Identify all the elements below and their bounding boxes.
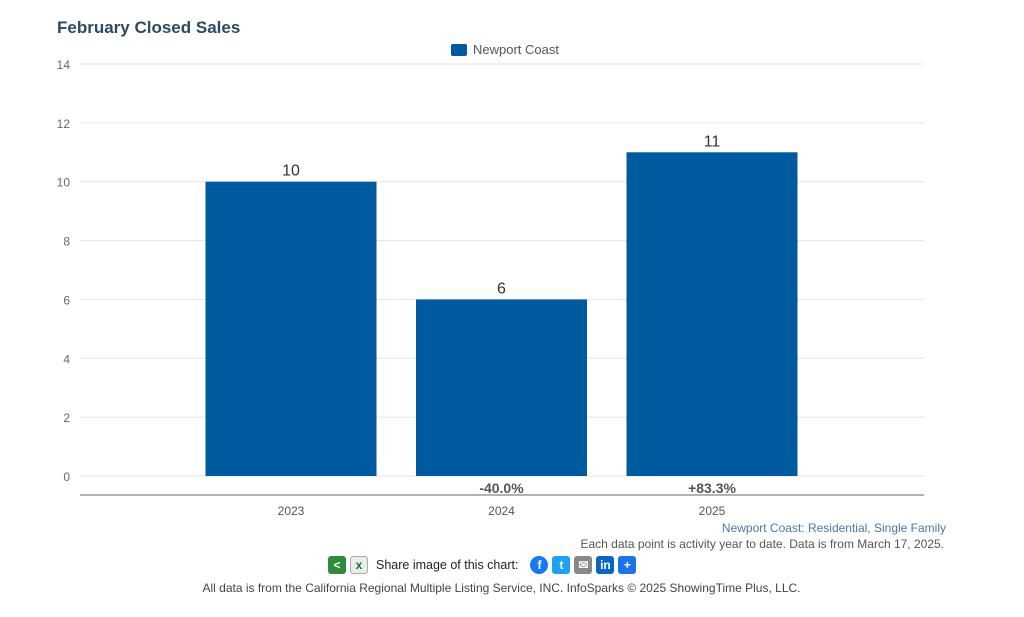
share-label: Share image of this chart:: [376, 558, 519, 572]
y-tick-label: 12: [57, 117, 71, 131]
change-label: -40.0%: [479, 480, 524, 496]
email-icon[interactable]: ✉: [574, 556, 593, 574]
chart-subtitle[interactable]: Newport Coast: Residential, Single Famil…: [721, 521, 946, 535]
twitter-icon[interactable]: t: [552, 556, 571, 574]
data-note: Each data point is activity year to date…: [580, 537, 944, 551]
data-label: 6: [497, 280, 506, 297]
excel-icon[interactable]: x: [350, 556, 368, 574]
y-tick-label: 0: [63, 470, 70, 484]
data-label: 10: [282, 163, 300, 180]
x-tick-label: 2023: [278, 504, 305, 518]
data-label: 11: [704, 133, 721, 150]
chart-title: February Closed Sales: [57, 18, 241, 37]
y-tick-label: 4: [63, 352, 70, 366]
legend-label: Newport Coast: [473, 42, 559, 57]
change-label: +83.3%: [688, 480, 736, 496]
y-tick-label: 6: [63, 293, 70, 307]
y-tick-label: 10: [57, 176, 71, 190]
bar-2025: [626, 152, 798, 477]
y-tick-label: 8: [63, 235, 70, 249]
x-tick-label: 2024: [488, 504, 515, 518]
share-bar: < x Share image of this chart: f t ✉ in …: [328, 556, 637, 574]
bar-2024: [416, 299, 587, 476]
bar-2023: [205, 181, 377, 476]
linkedin-icon[interactable]: in: [596, 556, 615, 574]
x-tick-label: 2025: [699, 504, 726, 518]
plus-icon[interactable]: +: [618, 556, 637, 574]
share-icon[interactable]: <: [328, 556, 346, 574]
facebook-icon[interactable]: f: [530, 556, 549, 574]
y-tick-label: 2: [63, 411, 70, 425]
footer-credit: All data is from the California Regional…: [202, 581, 801, 595]
legend-item[interactable]: Newport Coast: [451, 42, 559, 57]
y-tick-label: 14: [57, 58, 71, 72]
legend-swatch: [451, 43, 467, 56]
